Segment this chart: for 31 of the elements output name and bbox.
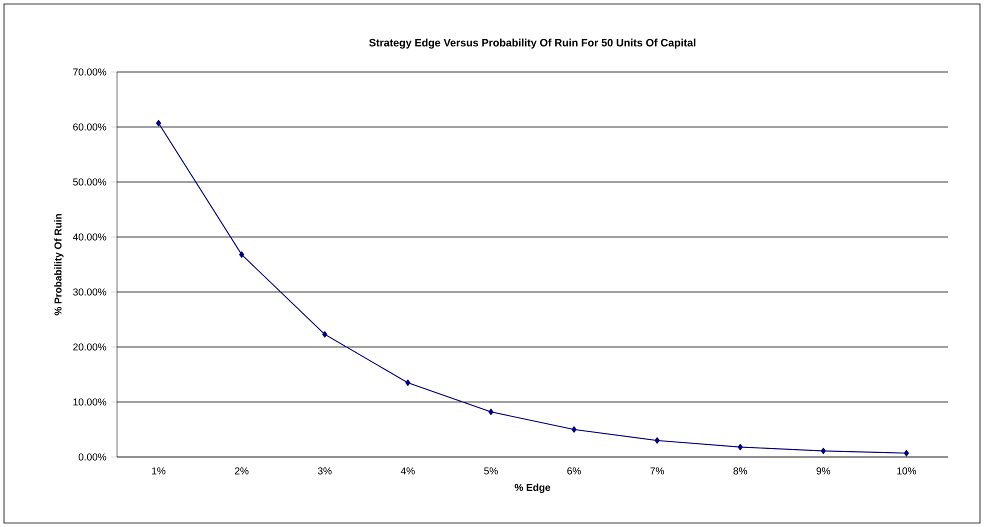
point <box>820 448 826 454</box>
y-axis-title: % Probability Of Ruin <box>54 214 64 316</box>
x-tick-label: 1% <box>152 467 166 474</box>
x-tick-label: 5% <box>484 467 498 474</box>
x-tick-label: 7% <box>650 467 664 474</box>
point <box>156 120 162 126</box>
y-tick-label: 70.00% <box>73 68 106 76</box>
x-tick-label: 4% <box>400 467 415 474</box>
point <box>904 450 909 456</box>
point <box>738 444 743 450</box>
point <box>239 251 244 258</box>
y-tick-label: 50.00% <box>73 178 106 186</box>
x-tick-label: 3% <box>318 467 332 474</box>
chart-title: Strategy Edge Versus Probability Of Ruin For 50 Units Of Capital <box>369 38 696 49</box>
point <box>572 426 577 433</box>
y-tick-label: 10.00% <box>73 398 106 406</box>
x-tick-label: 2% <box>234 467 249 474</box>
x-tick-label: 6% <box>567 467 581 474</box>
x-tick-label: 10% <box>897 467 916 474</box>
point <box>322 331 328 338</box>
x-axis-title: % Edge <box>514 484 550 493</box>
y-tick-label: 0.00% <box>78 453 106 461</box>
y-tick-label: 30.00% <box>73 288 106 296</box>
y-tick-label: 40.00% <box>72 233 106 241</box>
point <box>405 380 410 386</box>
y-tick-label: 60.00% <box>73 123 106 131</box>
point <box>488 408 494 416</box>
point <box>654 437 660 444</box>
x-tick-label: 8% <box>733 467 748 474</box>
y-tick-label: 20.00% <box>73 343 106 351</box>
x-tick-label: 9% <box>816 467 830 474</box>
